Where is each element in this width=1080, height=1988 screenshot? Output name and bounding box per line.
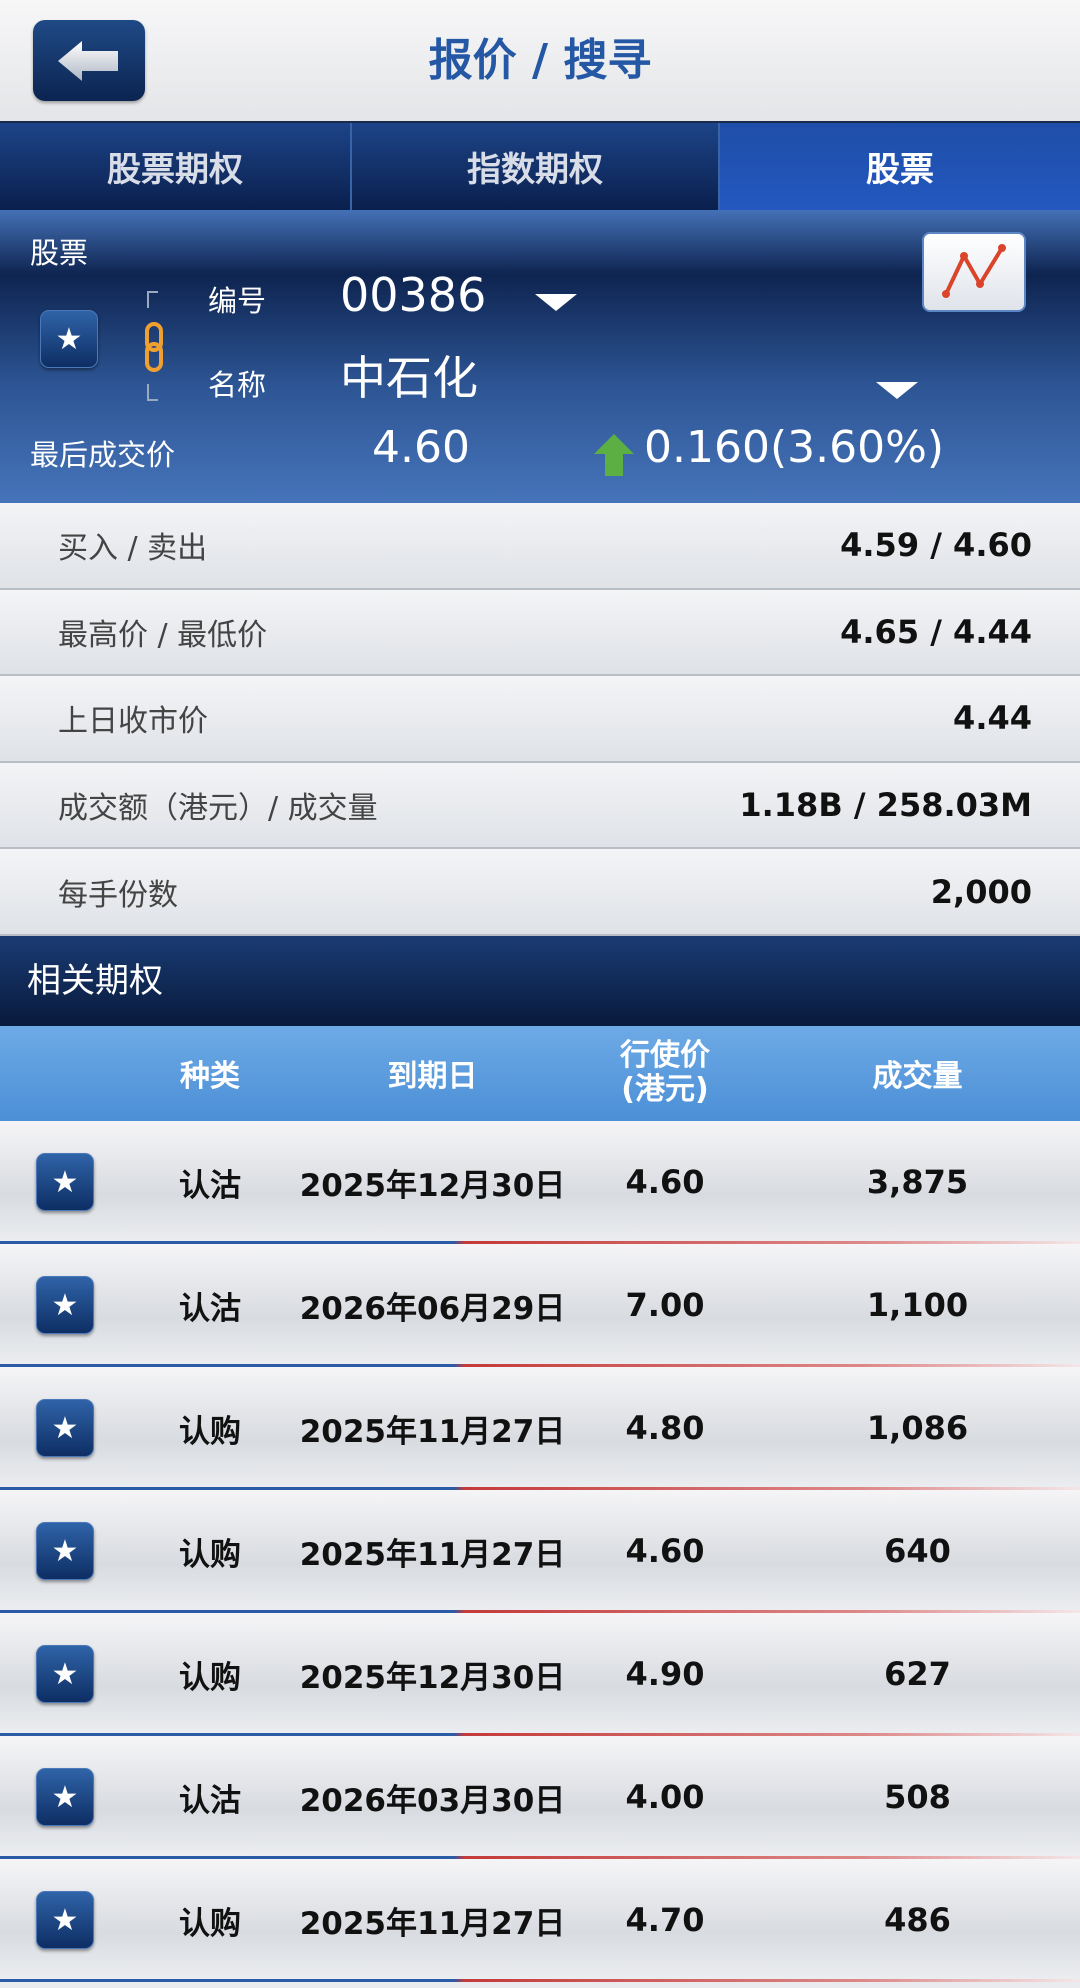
option-type: 认购	[179, 1659, 241, 1696]
option-volume: 486	[884, 1901, 951, 1940]
options-table-header: 种类 到期日 行使价 (港元) 成交量	[0, 1025, 1080, 1121]
option-type: 认沽	[179, 1782, 241, 1819]
option-row[interactable]: ★ 认购 2025年11月27日 4.70 486	[0, 1858, 1080, 1982]
detail-key: 成交额（港元）/ 成交量	[58, 791, 378, 827]
header: 报价 / 搜寻	[0, 0, 1080, 123]
tab-stock-options[interactable]: 股票期权	[0, 123, 352, 210]
favorite-button[interactable]: ★	[36, 1891, 94, 1950]
option-row[interactable]: ★ 认沽 2025年12月30日 4.60 3,875	[0, 1120, 1080, 1244]
col-expiry: 到期日	[387, 1059, 478, 1095]
last-price: 4.60	[372, 422, 470, 473]
option-type: 认沽	[179, 1290, 241, 1327]
option-strike: 4.00	[625, 1778, 705, 1817]
col-volume: 成交量	[872, 1059, 963, 1095]
detail-value: 4.44	[953, 699, 1032, 738]
option-strike: 4.60	[625, 1163, 705, 1202]
option-type: 认购	[179, 1536, 241, 1573]
star-icon: ★	[51, 1410, 79, 1446]
option-row[interactable]: ★ 认沽 2026年06月29日 7.00 1,100	[0, 1243, 1080, 1367]
option-volume: 508	[884, 1778, 951, 1817]
col-strike-line1: 行使价	[620, 1037, 710, 1073]
section-label: 股票	[30, 236, 89, 270]
tab-index-options[interactable]: 指数期权	[352, 123, 720, 210]
star-icon: ★	[51, 1779, 79, 1815]
detail-row-high-low: 最高价 / 最低价 4.65 / 4.44	[0, 589, 1080, 677]
option-strike: 7.00	[625, 1286, 705, 1325]
favorite-button[interactable]: ★	[36, 1153, 94, 1212]
star-icon: ★	[51, 1656, 79, 1692]
options-table-body: ★ 认沽 2025年12月30日 4.60 3,875 ★ 认沽 2026年06月…	[0, 1120, 1080, 1982]
col-type: 种类	[180, 1059, 240, 1095]
detail-key: 买入 / 卖出	[58, 531, 208, 567]
option-expiry: 2025年11月27日	[299, 1905, 566, 1942]
option-type: 认沽	[179, 1167, 241, 1204]
detail-value: 4.59 / 4.60	[840, 526, 1032, 565]
page-title: 报价 / 搜寻	[428, 35, 652, 86]
option-strike: 4.70	[625, 1901, 705, 1940]
favorite-button[interactable]: ★	[40, 310, 98, 368]
tab-stocks[interactable]: 股票	[720, 123, 1080, 210]
col-strike: 行使价 (港元)	[575, 1037, 755, 1108]
option-volume: 640	[884, 1532, 951, 1571]
chart-button[interactable]	[922, 232, 1026, 312]
favorite-button[interactable]: ★	[36, 1768, 94, 1827]
option-row[interactable]: ★ 认购 2025年12月30日 4.90 627	[0, 1612, 1080, 1736]
name-dropdown-icon[interactable]	[876, 382, 918, 399]
detail-key: 每手份数	[58, 877, 178, 913]
last-price-label: 最后成交价	[30, 438, 176, 472]
col-strike-line2: (港元)	[621, 1072, 709, 1108]
back-button[interactable]	[33, 20, 145, 101]
option-row[interactable]: ★ 认购 2025年11月27日 4.60 640	[0, 1489, 1080, 1613]
option-strike: 4.60	[625, 1532, 705, 1571]
arrow-left-icon	[58, 40, 118, 81]
detail-row-turnover-volume: 成交额（港元）/ 成交量 1.18B / 258.03M	[0, 762, 1080, 850]
related-options-title: 相关期权	[0, 935, 1080, 1026]
favorite-button[interactable]: ★	[36, 1276, 94, 1335]
code-label: 编号	[208, 284, 267, 318]
option-volume: 627	[884, 1655, 951, 1694]
favorite-button[interactable]: ★	[36, 1522, 94, 1581]
option-volume: 3,875	[866, 1163, 969, 1202]
option-strike: 4.80	[625, 1409, 705, 1448]
star-icon: ★	[51, 1902, 79, 1938]
arrow-up-icon	[594, 434, 634, 476]
stock-code[interactable]: 00386	[340, 268, 487, 322]
option-expiry: 2025年11月27日	[299, 1536, 566, 1573]
favorite-button[interactable]: ★	[36, 1399, 94, 1458]
option-strike: 4.90	[625, 1655, 705, 1694]
tab-bar: 股票期权 指数期权 股票	[0, 123, 1080, 210]
link-icon	[145, 291, 163, 401]
star-icon: ★	[51, 1287, 79, 1323]
option-type: 认购	[179, 1905, 241, 1942]
stock-quote-panel: 股票 ★ 编号 00386 名称 中石化 最后成交价 4.60 0.160(3.…	[0, 210, 1080, 503]
star-icon: ★	[51, 1533, 79, 1569]
option-expiry: 2026年06月29日	[299, 1290, 566, 1327]
detail-row-bid-ask: 买入 / 卖出 4.59 / 4.60	[0, 503, 1080, 590]
stock-name[interactable]: 中石化	[340, 351, 478, 405]
price-change: 0.160(3.60%)	[644, 422, 945, 473]
star-icon: ★	[51, 1164, 79, 1200]
detail-key: 最高价 / 最低价	[58, 617, 268, 653]
name-label: 名称	[208, 368, 267, 402]
star-icon: ★	[55, 321, 83, 357]
option-expiry: 2025年12月30日	[299, 1659, 566, 1696]
option-row[interactable]: ★ 认购 2025年11月27日 4.80 1,086	[0, 1366, 1080, 1490]
code-dropdown-icon[interactable]	[535, 294, 577, 311]
detail-row-lot-size: 每手份数 2,000	[0, 849, 1080, 936]
option-expiry: 2026年03月30日	[299, 1782, 566, 1819]
detail-value: 4.65 / 4.44	[840, 612, 1032, 651]
option-type: 认购	[179, 1413, 241, 1450]
detail-key: 上日收市价	[58, 704, 208, 740]
option-expiry: 2025年12月30日	[299, 1167, 566, 1204]
line-chart-icon	[942, 244, 1006, 298]
detail-value: 1.18B / 258.03M	[739, 786, 1032, 825]
option-expiry: 2025年11月27日	[299, 1413, 566, 1450]
detail-row-prev-close: 上日收市价 4.44	[0, 676, 1080, 763]
detail-value: 2,000	[930, 872, 1032, 911]
option-volume: 1,100	[866, 1286, 969, 1325]
favorite-button[interactable]: ★	[36, 1645, 94, 1704]
option-row[interactable]: ★ 认沽 2026年03月30日 4.00 508	[0, 1735, 1080, 1859]
quote-details: 买入 / 卖出 4.59 / 4.60 最高价 / 最低价 4.65 / 4.44 …	[0, 503, 1080, 936]
option-volume: 1,086	[866, 1409, 969, 1448]
